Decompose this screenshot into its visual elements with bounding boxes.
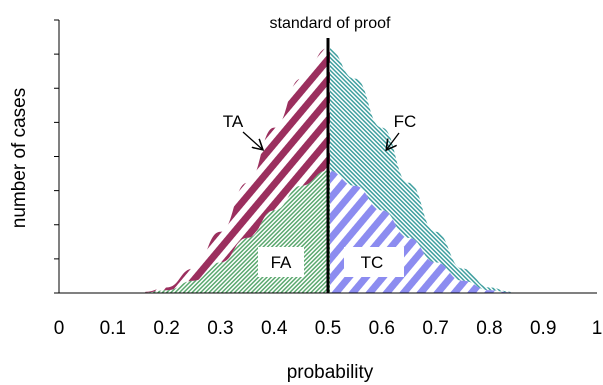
label-fc: FC [394, 112, 417, 131]
label-tc-group: TC [344, 247, 404, 277]
label-ta-group: TA [223, 112, 262, 149]
arrow-fc [387, 132, 400, 149]
x-tick-label: 0.1 [100, 318, 126, 339]
x-axis-label: probability [287, 362, 374, 383]
x-tick-label: 0.2 [153, 318, 179, 339]
label-fc-group: FC [387, 112, 416, 149]
x-axis-tick-labels: 0 0.1 0.2 0.3 0.4 0.5 0.6 0.7 0.8 0.9 1 [54, 318, 603, 339]
label-tc-box [344, 247, 404, 277]
x-tick-label: 0.8 [476, 318, 502, 339]
y-axis-label: number of cases [9, 88, 30, 228]
arrow-ta [242, 131, 262, 149]
label-ta: TA [223, 112, 244, 131]
label-fa: FA [271, 253, 292, 272]
x-tick-label: 1 [592, 318, 603, 339]
label-tc: TC [361, 253, 384, 272]
x-tick-label: 0.5 [315, 318, 341, 339]
label-fa-box [258, 247, 304, 277]
y-axis-ticks [54, 19, 59, 294]
x-tick-label: 0.4 [261, 318, 288, 339]
x-tick-label: 0.9 [530, 318, 556, 339]
x-tick-label: 0 [54, 318, 65, 339]
x-tick-label: 0.6 [369, 318, 395, 339]
chart-title: standard of proof [270, 15, 392, 32]
label-fa-group: FA [258, 247, 304, 277]
x-tick-label: 0.3 [207, 318, 233, 339]
x-tick-label: 0.7 [422, 318, 448, 339]
